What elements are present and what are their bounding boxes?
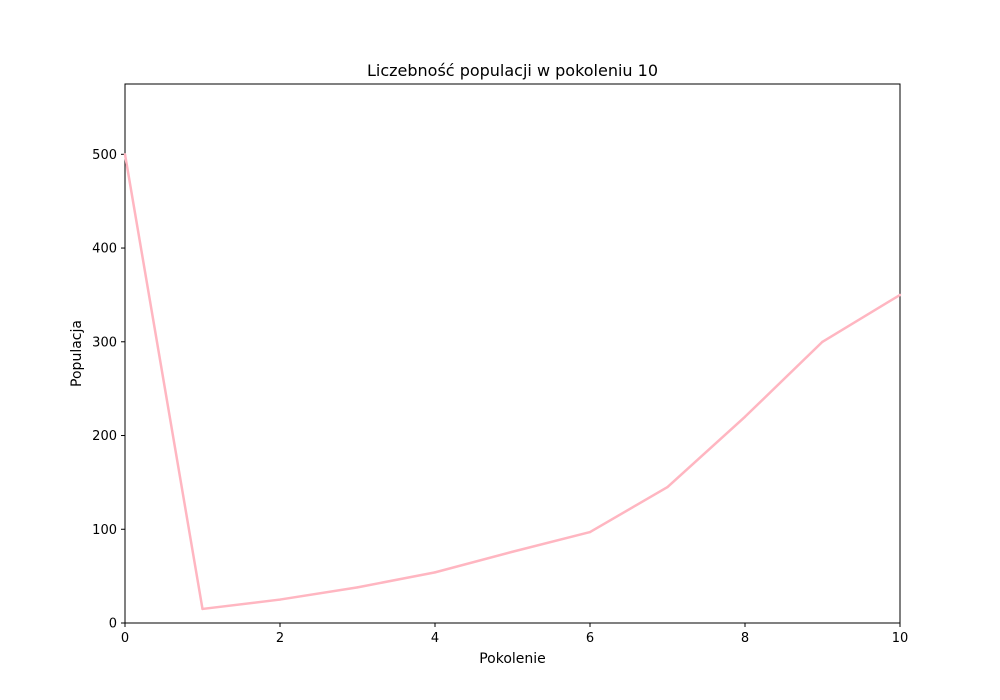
y-tick-label: 0 xyxy=(109,617,117,632)
x-tick-label: 6 xyxy=(586,631,594,646)
y-tick-label: 200 xyxy=(92,429,117,444)
data-point xyxy=(123,153,127,156)
data-point xyxy=(278,598,282,601)
series-line xyxy=(123,154,901,611)
x-tick-label: 2 xyxy=(276,631,284,646)
data-point xyxy=(356,586,359,589)
x-tick-label: 8 xyxy=(741,631,749,646)
x-tick-label: 0 xyxy=(121,631,129,646)
y-tick-label: 100 xyxy=(92,523,117,538)
chart-title: Liczebność populacji w pokoleniu 10 xyxy=(367,61,658,80)
x-tick-label: 10 xyxy=(892,631,909,646)
data-point xyxy=(201,607,204,611)
y-tick-label: 300 xyxy=(92,335,117,350)
x-tick-label: 4 xyxy=(431,631,439,646)
data-point xyxy=(511,550,514,553)
y-tick-label: 500 xyxy=(92,148,117,163)
data-point xyxy=(743,415,747,418)
y-axis-label: Populacja xyxy=(69,320,85,387)
x-axis-ticks: 0 2 4 6 8 10 xyxy=(121,623,908,646)
data-point xyxy=(433,571,437,574)
data-point xyxy=(821,340,824,343)
data-point xyxy=(666,485,669,489)
data-point xyxy=(588,530,592,534)
data-point xyxy=(898,293,902,297)
y-axis-ticks: 0 100 200 300 400 500 xyxy=(92,148,125,632)
plot-area-frame xyxy=(124,83,901,624)
x-axis-label: Pokolenie xyxy=(479,651,546,667)
series-layer xyxy=(123,153,902,611)
y-tick-label: 400 xyxy=(92,242,117,257)
